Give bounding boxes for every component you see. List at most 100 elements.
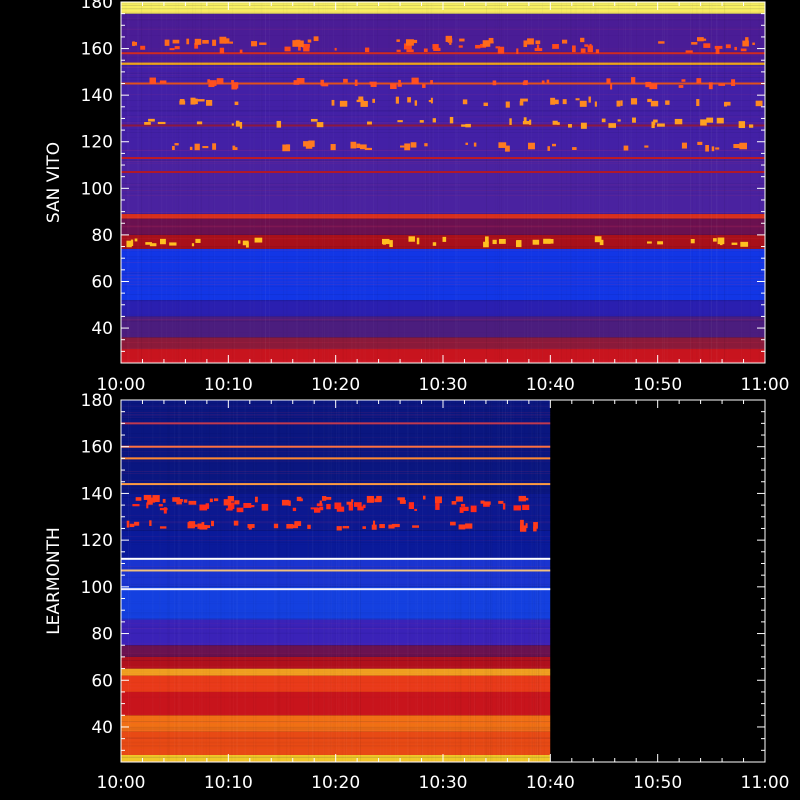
burst-mark (681, 142, 687, 149)
burst-mark (202, 39, 209, 44)
burst-mark (354, 502, 362, 507)
burst-mark (606, 78, 611, 84)
burst-mark (194, 143, 200, 151)
burst-mark (488, 37, 494, 43)
burst-mark (151, 497, 156, 503)
burst-mark (458, 45, 463, 48)
burst-mark (357, 506, 364, 511)
burst-mark (485, 236, 489, 244)
burst-features (126, 35, 763, 248)
burst-mark (388, 524, 395, 529)
burst-mark (470, 505, 477, 513)
san-vito-panel: 40 60 80 100 120 140 160 180 10:00 10:10 10:20 10:3… (44, 0, 790, 395)
y-tick-label: 100 (81, 578, 113, 598)
burst-mark (534, 48, 543, 52)
x-tick-label: 10:10 (204, 375, 253, 395)
burst-mark (199, 504, 208, 511)
burst-mark (610, 83, 613, 90)
burst-mark (461, 124, 468, 127)
burst-mark (428, 99, 433, 103)
burst-mark (145, 242, 152, 245)
frequency-band (121, 13, 765, 63)
emission-line (121, 422, 551, 425)
burst-mark (209, 498, 213, 503)
burst-mark (546, 79, 550, 83)
burst-mark (243, 503, 252, 508)
burst-mark (233, 520, 239, 526)
burst-mark (209, 80, 217, 86)
burst-mark (359, 144, 367, 150)
x-tick-label: 11:00 (741, 773, 790, 793)
burst-mark (649, 83, 658, 90)
burst-mark (520, 519, 524, 527)
burst-mark (483, 501, 491, 505)
burst-mark (552, 143, 556, 147)
burst-mark (298, 44, 301, 51)
burst-mark (395, 96, 399, 104)
burst-mark (714, 45, 723, 49)
burst-mark (362, 504, 366, 509)
burst-mark (408, 502, 414, 510)
burst-mark (738, 121, 746, 129)
burst-mark (411, 39, 418, 44)
burst-mark (239, 49, 243, 53)
burst-mark (657, 241, 664, 245)
burst-mark (700, 119, 707, 126)
burst-mark (529, 119, 532, 125)
burst-mark (316, 503, 323, 507)
frequency-band (121, 558, 551, 587)
burst-mark (292, 40, 300, 47)
burst-mark (450, 521, 456, 526)
burst-mark (548, 239, 554, 244)
burst-mark (522, 504, 530, 511)
burst-mark (498, 238, 506, 244)
burst-mark (463, 506, 469, 511)
burst-mark (308, 140, 315, 147)
burst-mark (129, 523, 135, 528)
burst-mark (144, 122, 151, 125)
burst-mark (310, 118, 318, 122)
burst-mark (465, 123, 471, 128)
burst-mark (740, 241, 749, 247)
burst-mark (212, 143, 217, 150)
burst-mark (631, 77, 636, 85)
y-axis-title: LEARMONTH (44, 527, 64, 635)
burst-mark (219, 36, 227, 44)
burst-mark (734, 46, 737, 51)
burst-mark (169, 242, 177, 246)
burst-mark (336, 506, 345, 512)
burst-mark (339, 100, 348, 107)
burst-mark (202, 146, 209, 149)
y-tick-label: 160 (81, 438, 113, 458)
burst-mark (219, 47, 225, 54)
burst-mark (227, 496, 235, 502)
burst-mark (396, 39, 400, 42)
burst-mark (713, 238, 717, 242)
burst-mark (536, 44, 540, 51)
burst-mark (226, 508, 233, 511)
burst-mark (207, 79, 210, 83)
burst-mark (179, 100, 186, 105)
burst-mark (486, 41, 494, 44)
burst-mark (645, 81, 652, 88)
burst-mark (685, 50, 693, 53)
burst-mark (371, 524, 377, 530)
burst-mark (316, 122, 324, 128)
burst-mark (276, 120, 282, 128)
burst-mark (366, 495, 374, 503)
burst-mark (755, 100, 763, 107)
burst-mark (473, 142, 477, 147)
y-tick-label: 60 (91, 671, 113, 691)
burst-mark (346, 501, 353, 505)
burst-mark (326, 504, 331, 510)
burst-mark (647, 98, 652, 103)
heatmap-area (121, 2, 765, 363)
burst-mark (405, 39, 414, 46)
frequency-band (121, 731, 551, 755)
burst-mark (617, 119, 621, 122)
frequency-band (121, 213, 765, 219)
burst-mark (523, 40, 528, 48)
burst-mark (465, 523, 473, 529)
burst-mark (572, 45, 576, 53)
burst-mark (462, 99, 468, 105)
